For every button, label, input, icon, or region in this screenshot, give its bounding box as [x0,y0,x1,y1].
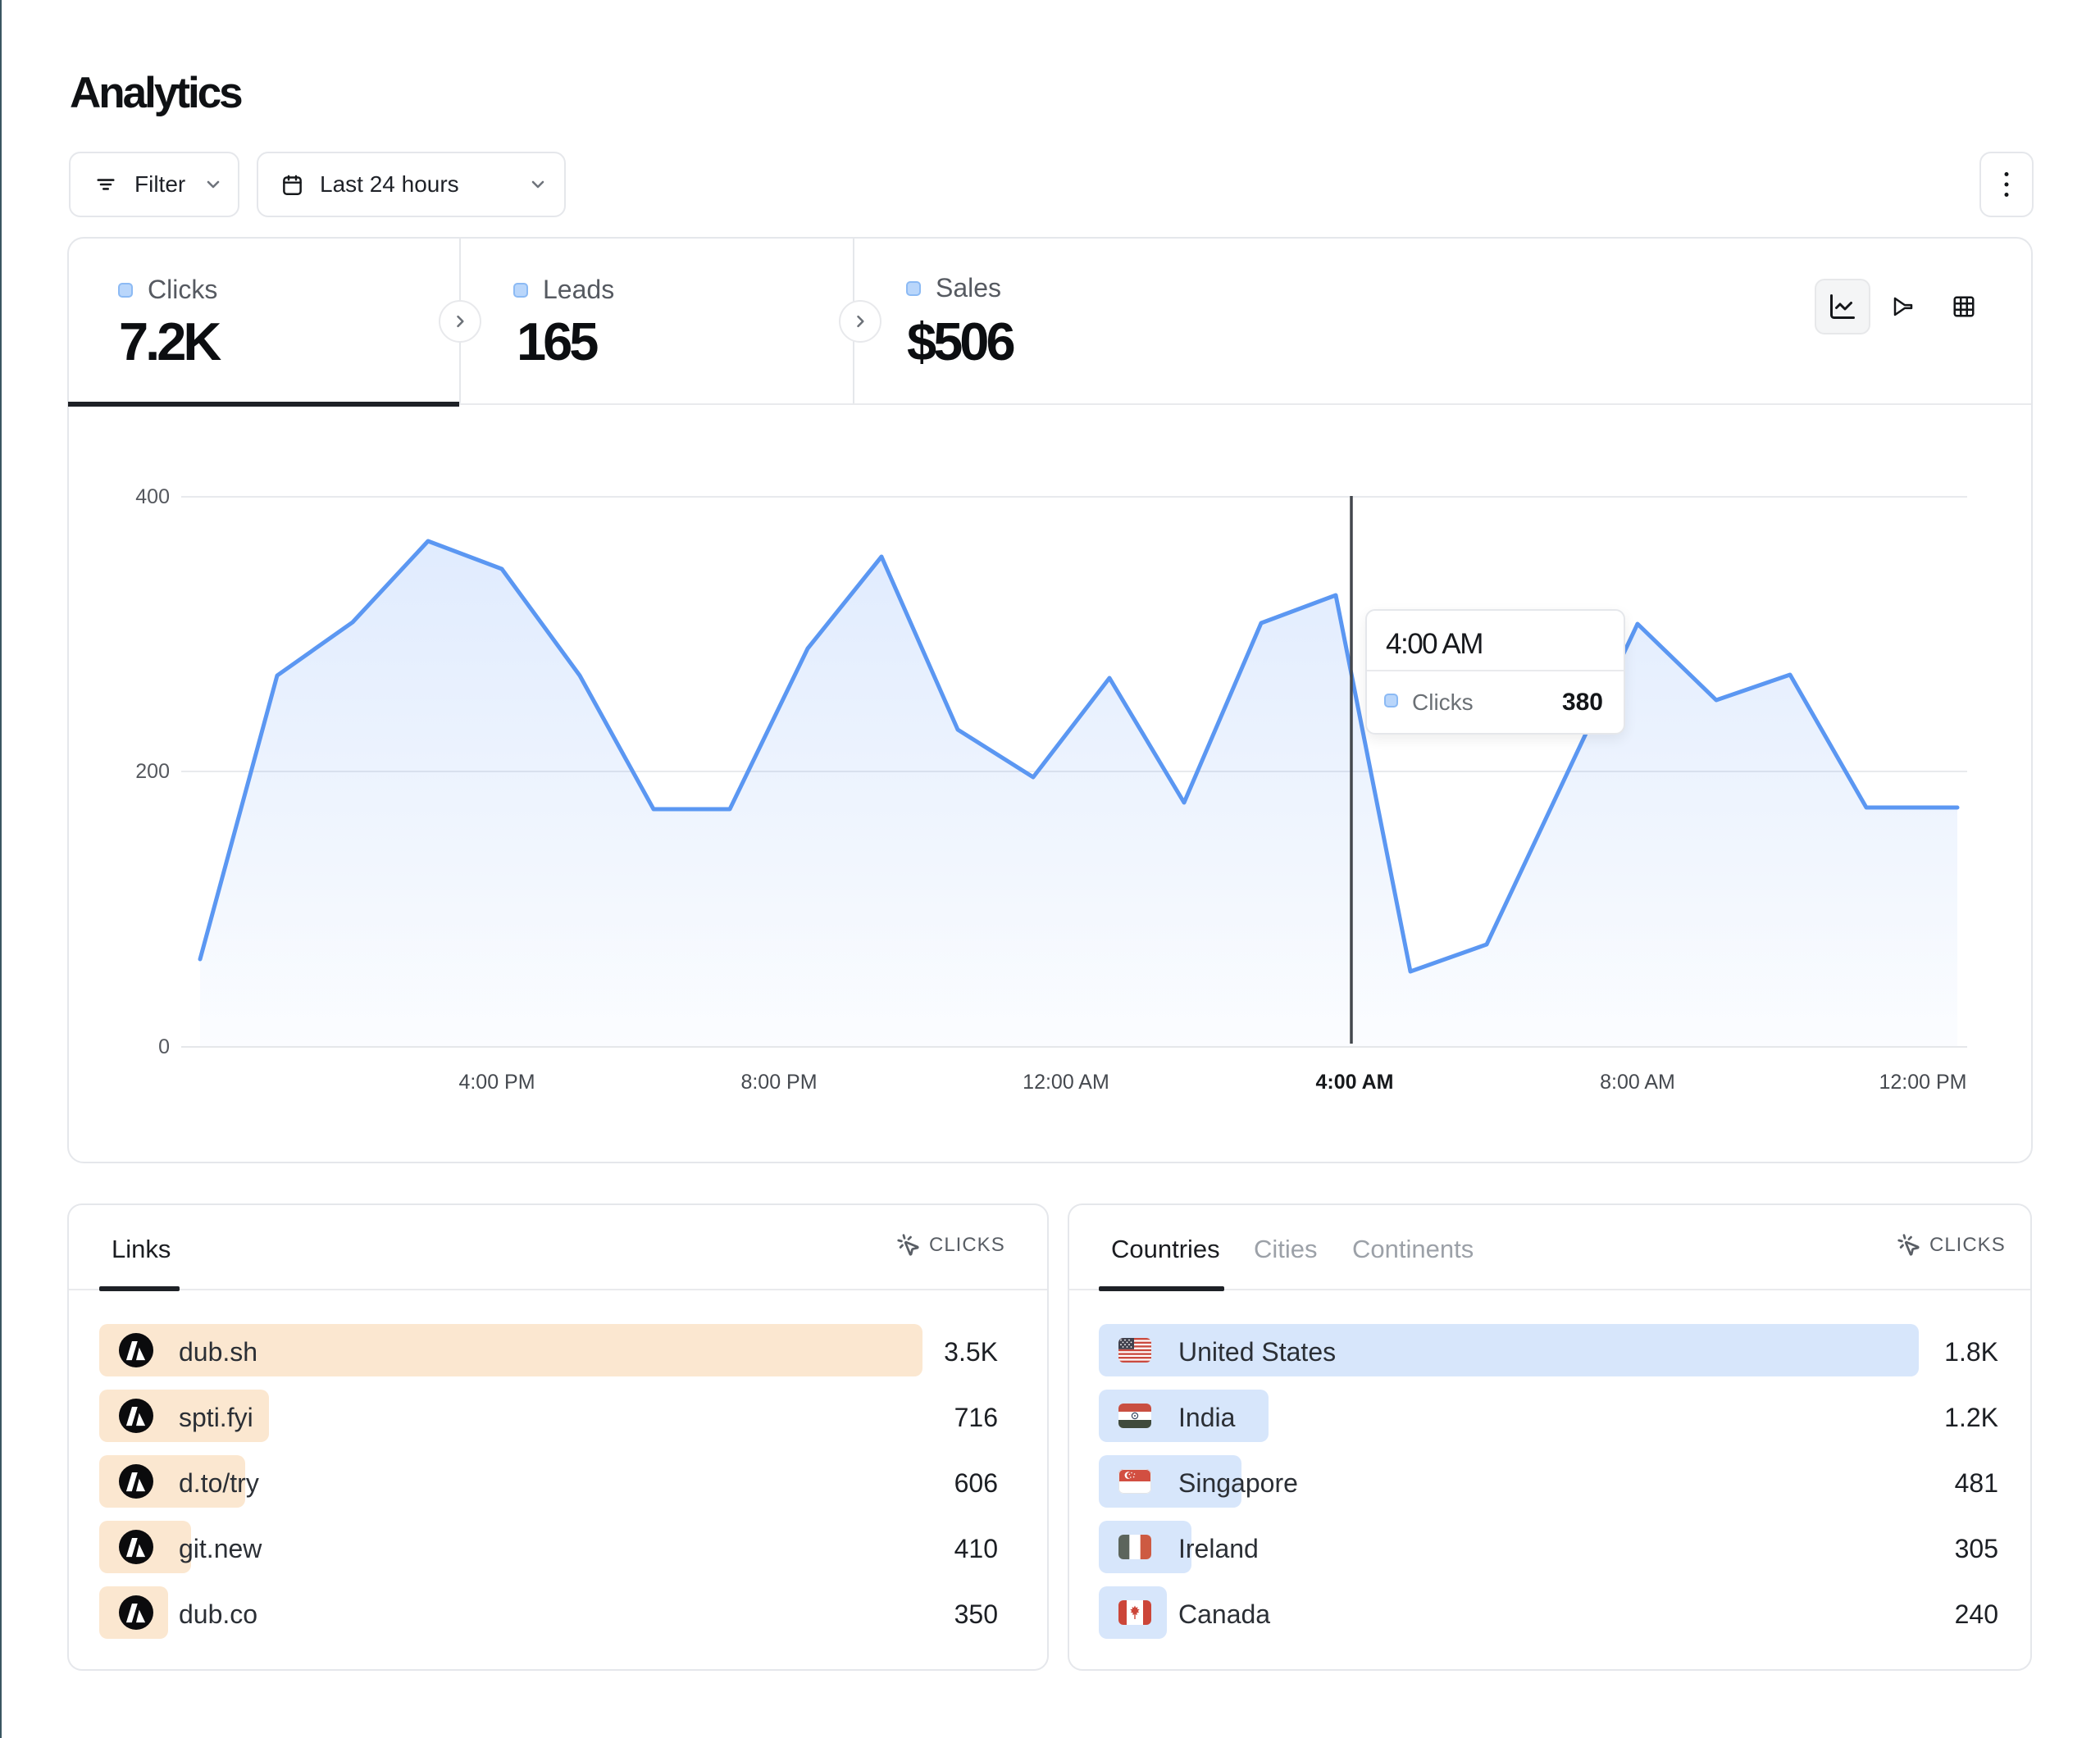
svg-text:400: 400 [135,485,170,508]
svg-text:200: 200 [135,760,170,783]
svg-text:12:00 PM: 12:00 PM [1879,1071,1966,1094]
svg-text:8:00 AM: 8:00 AM [1600,1071,1675,1094]
svg-text:4:00 PM: 4:00 PM [458,1071,535,1094]
svg-text:12:00 AM: 12:00 AM [1023,1071,1109,1094]
svg-text:4:00 AM: 4:00 AM [1316,1071,1394,1094]
svg-text:8:00 PM: 8:00 PM [740,1071,817,1094]
svg-text:0: 0 [158,1035,170,1058]
